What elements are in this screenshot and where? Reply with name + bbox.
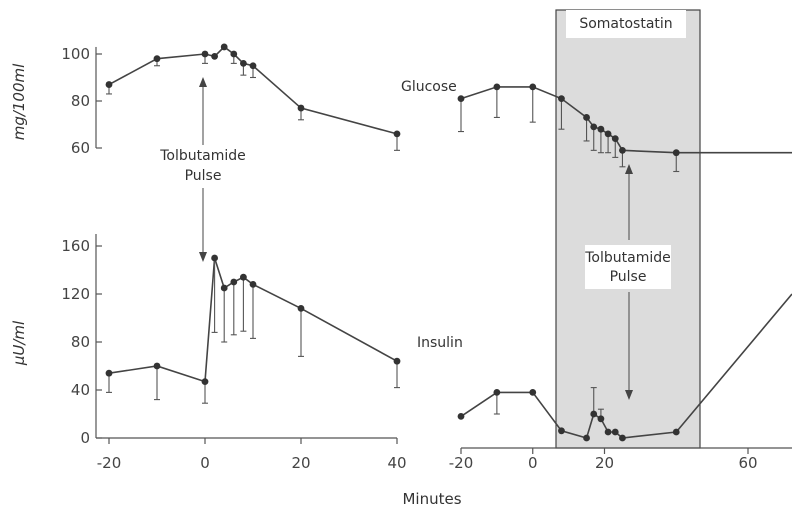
left-insulin-point	[211, 254, 219, 262]
left-glucose-point	[230, 50, 238, 58]
left-glucose-point	[153, 55, 161, 63]
right-glucose-point	[672, 149, 680, 157]
left-glucose-point	[297, 104, 305, 112]
right-glucose-point	[558, 95, 565, 103]
somatostatin-label: Somatostatin	[579, 16, 672, 32]
right-insulin-point	[583, 434, 590, 442]
right-arrow-down-head	[625, 390, 633, 400]
right-insulin-point	[590, 410, 598, 418]
left-glucose-point	[211, 52, 219, 60]
left-insulin-point	[249, 281, 257, 288]
right-insulin-point	[672, 428, 680, 436]
left-x-tick-label: 40	[387, 454, 406, 472]
right-annotation-line2: Pulse	[610, 269, 647, 285]
right-insulin-point	[529, 389, 537, 396]
right-glucose-point	[590, 123, 598, 131]
left-arrow-up-head	[199, 77, 207, 87]
right-glucose-point	[611, 135, 619, 143]
left-glucose-line	[108, 45, 398, 135]
left-insulin-y-tick-label: 0	[80, 429, 90, 447]
right-glucose-point	[457, 95, 465, 103]
right-insulin-point	[604, 428, 612, 436]
somatostatin-shaded-region	[555, 9, 701, 449]
left-insulin-y-tick-label: 80	[71, 333, 90, 351]
somatostatin-label-box	[566, 10, 686, 38]
right-insulin-point	[619, 434, 626, 442]
right-arrow-up-head	[625, 164, 633, 174]
left-glucose-point	[249, 62, 257, 70]
left-x-tick-label: 0	[200, 454, 210, 472]
right-insulin-point	[493, 389, 501, 396]
right-x-tick-label: 0	[528, 454, 538, 472]
left-insulin-point	[201, 378, 209, 385]
right-insulin-point	[457, 413, 465, 420]
left-glucose-y-tick-label: 60	[71, 139, 90, 157]
left-insulin-y-tick-label: 160	[61, 237, 90, 255]
left-insulin-y-tick-label: 120	[61, 285, 90, 303]
right-insulin-point	[597, 415, 605, 423]
left-glucose-point	[201, 50, 209, 58]
left-arrow-down-head	[199, 252, 207, 262]
right-glucose-point	[619, 146, 626, 154]
right-glucose-point	[583, 114, 590, 121]
left-insulin-point	[153, 362, 161, 370]
right-annotation-line1: Tolbutamide	[584, 250, 670, 266]
right-x-tick-label: 20	[595, 454, 614, 472]
left-insulin-point	[105, 369, 113, 377]
glucose-series-label: Glucose	[401, 79, 457, 95]
left-glucose-point	[240, 60, 247, 67]
right-glucose-point	[597, 125, 605, 133]
left-x-tick-label: 20	[291, 454, 310, 472]
x-axis-label: Minutes	[402, 490, 461, 508]
left-insulin-line	[108, 257, 398, 383]
left-glucose-ylabel: mg/100ml	[10, 63, 28, 140]
right-glucose-point	[604, 130, 612, 138]
left-insulin-point	[297, 305, 305, 312]
left-glucose-point	[393, 130, 401, 138]
left-insulin-y-tick-label: 40	[71, 381, 90, 399]
left-insulin-point	[230, 278, 238, 286]
right-x-tick-label: 60	[738, 454, 757, 472]
right-annotation-box	[585, 245, 671, 289]
left-insulin-point	[220, 284, 228, 292]
left-insulin-point	[240, 273, 247, 281]
left-glucose-y-tick-label: 100	[61, 45, 90, 63]
left-insulin-point	[393, 357, 401, 365]
left-annotation-line2: Pulse	[185, 168, 222, 184]
left-glucose-y-tick-label: 80	[71, 92, 90, 110]
left-glucose-point	[220, 43, 228, 51]
left-glucose-point	[105, 81, 113, 88]
right-insulin-line	[460, 293, 792, 439]
right-glucose-point	[529, 83, 537, 91]
insulin-series-label: Insulin	[417, 335, 463, 351]
right-x-tick-label: -20	[449, 454, 474, 472]
right-glucose-line	[460, 86, 792, 154]
right-insulin-point	[558, 427, 565, 435]
left-x-tick-label: -20	[97, 454, 122, 472]
left-insulin-ylabel: μU/ml	[10, 320, 28, 366]
left-annotation-line1: Tolbutamide	[159, 148, 245, 164]
right-insulin-point	[611, 428, 619, 436]
right-glucose-point	[493, 83, 501, 91]
